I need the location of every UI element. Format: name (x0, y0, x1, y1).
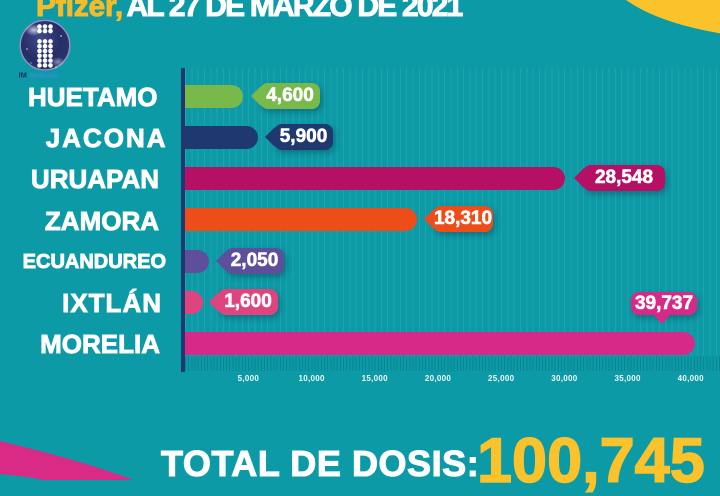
svg-text:Noticias: Noticias (30, 71, 59, 80)
svg-text:IM: IM (19, 71, 27, 80)
